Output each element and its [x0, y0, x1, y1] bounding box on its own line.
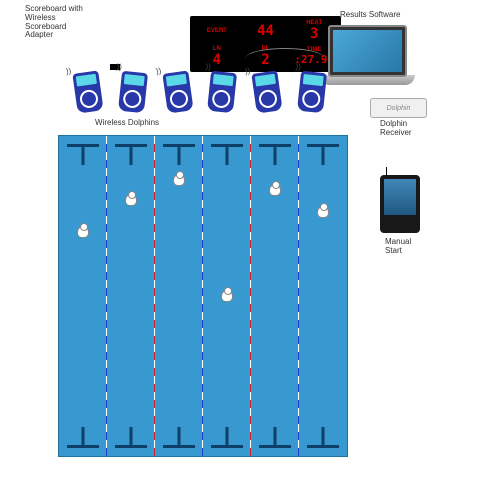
dolphin-timer: )): [162, 70, 193, 113]
sb-event-val: 44: [257, 23, 274, 39]
receiver-brand: Dolphin: [387, 105, 411, 112]
swimmer-icon: [173, 174, 185, 190]
swimmer-icon: [77, 226, 89, 242]
dolphin-receiver: Dolphin: [370, 98, 427, 118]
receiver-label: Dolphin Receiver: [380, 120, 420, 138]
manual-start-device: [380, 175, 420, 233]
dolphin-timer: )): [118, 71, 148, 113]
pool-lane: [299, 136, 347, 456]
manual-start-label: Manual Start: [385, 238, 425, 256]
system-diagram: Scoreboard with Wireless Scoreboard Adap…: [0, 0, 500, 500]
pool: [58, 135, 348, 457]
scoreboard-label: Scoreboard with Wireless Scoreboard Adap…: [25, 5, 85, 40]
swimmer-icon: [269, 184, 281, 200]
dolphin-timer: )): [72, 70, 103, 113]
swimmer-icon: [221, 290, 233, 306]
swimmer-icon: [317, 206, 329, 222]
scoreboard: EVENT 44 HEAT3 LN4 PL2 TIME:27.94: [95, 8, 240, 64]
swimmer-icon: [125, 194, 137, 210]
cable: [245, 48, 325, 69]
results-software-label: Results Software: [340, 10, 400, 19]
dolphin-timer: )): [252, 70, 283, 113]
pool-lane: [107, 136, 155, 456]
dolphins-row: )))))))))))): [75, 72, 325, 112]
sb-event-label: EVENT: [207, 28, 227, 34]
laptop: [320, 25, 415, 90]
dolphins-label: Wireless Dolphins: [95, 118, 159, 127]
dolphin-timer: )): [207, 71, 237, 113]
sb-heat-val: 3: [310, 26, 318, 42]
dolphin-timer: )): [297, 71, 327, 113]
pool-lane: [59, 136, 107, 456]
